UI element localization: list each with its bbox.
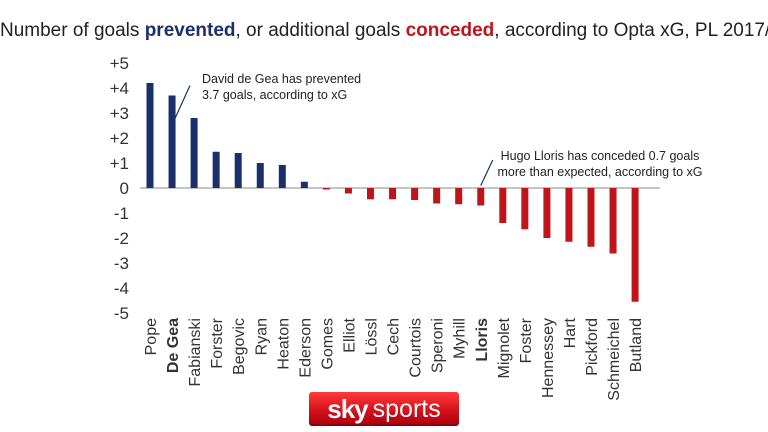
x-tick-label: Ryan bbox=[253, 318, 270, 355]
annotation-de-gea-text: David de Gea has prevented bbox=[202, 72, 361, 86]
annotation-lloris-text: more than expected, according to xG bbox=[498, 165, 703, 179]
x-tick-label: Mignolet bbox=[496, 317, 513, 378]
title-prevented: prevented bbox=[144, 20, 236, 41]
x-tick-label: Hennessey bbox=[540, 318, 557, 398]
y-tick-label: -3 bbox=[114, 254, 129, 273]
x-tick-label: Forster bbox=[209, 317, 226, 368]
bar-pickford bbox=[587, 188, 595, 247]
x-tick-label: Elliot bbox=[341, 317, 358, 352]
bar-fabianski bbox=[190, 118, 198, 188]
bar-butland bbox=[631, 188, 639, 302]
bar-cech bbox=[389, 188, 397, 200]
y-tick-label: 0 bbox=[120, 179, 129, 198]
annotation-de-gea-text: 3.7 goals, according to xG bbox=[202, 88, 347, 102]
bar-gomes bbox=[322, 188, 330, 190]
x-tick-label: Pope bbox=[143, 318, 160, 355]
annotation-lloris-text: Hugo Lloris has conceded 0.7 goals bbox=[501, 149, 700, 163]
bar-ederson bbox=[300, 181, 308, 188]
x-tick-label: Gomes bbox=[319, 318, 336, 370]
bar-hennessey bbox=[543, 188, 551, 238]
x-tick-label: Myhill bbox=[452, 318, 469, 359]
y-tick-label: -5 bbox=[114, 304, 129, 323]
bar-schmeichel bbox=[609, 188, 617, 254]
y-tick-label: +4 bbox=[110, 79, 129, 98]
bar-heaton bbox=[278, 165, 286, 188]
x-tick-label: Lloris bbox=[474, 318, 491, 362]
x-tick-label: Speroni bbox=[430, 318, 447, 373]
y-tick-label: +3 bbox=[110, 104, 129, 123]
bar-myhill bbox=[455, 188, 463, 205]
bar-pope bbox=[146, 83, 154, 188]
x-tick-label: Heaton bbox=[275, 318, 292, 370]
annotation-leader-de-gea bbox=[173, 85, 191, 121]
x-tick-label: De Gea bbox=[165, 318, 182, 373]
title-middle: , or additional goals bbox=[235, 20, 406, 41]
annotation-leader-lloris bbox=[480, 159, 494, 186]
title-conceded: conceded bbox=[405, 20, 495, 41]
bar-elliot bbox=[344, 188, 352, 194]
bar-lloris bbox=[477, 188, 485, 206]
bar-foster bbox=[521, 188, 529, 230]
y-tick-label: -2 bbox=[114, 229, 129, 248]
bar-l-ssl bbox=[367, 188, 374, 200]
x-tick-label: Butland bbox=[628, 318, 645, 372]
x-tick-label: Ederson bbox=[297, 318, 314, 378]
x-tick-label: Cech bbox=[386, 318, 403, 355]
x-tick-label: Schmeichel bbox=[606, 318, 623, 401]
y-tick-label: -4 bbox=[114, 279, 129, 298]
x-tick-label: Hart bbox=[562, 317, 579, 348]
title-suffix: , according to Opta xG, PL 2017/18 bbox=[494, 20, 768, 41]
x-tick-label: Begovic bbox=[231, 318, 248, 375]
bar-de-gea bbox=[168, 95, 176, 188]
y-tick-label: -1 bbox=[114, 204, 129, 223]
chart-title: Number of goals prevented, or additional… bbox=[0, 20, 768, 42]
x-tick-label: Lössl bbox=[364, 318, 381, 355]
x-tick-label: Pickford bbox=[584, 318, 601, 376]
logo-sky: sky bbox=[327, 393, 368, 424]
y-tick-label: +5 bbox=[110, 54, 129, 73]
bar-courtois bbox=[411, 188, 419, 200]
x-tick-label: Foster bbox=[518, 317, 535, 363]
bar-hart bbox=[565, 188, 573, 242]
x-tick-label: Courtois bbox=[408, 318, 425, 378]
bar-begovic bbox=[234, 153, 242, 188]
bar-mignolet bbox=[499, 188, 507, 223]
x-tick-label: Fabianski bbox=[187, 318, 204, 386]
bar-speroni bbox=[433, 188, 441, 204]
title-prefix: Number of goals bbox=[0, 20, 145, 41]
sky-sports-logo: sky sports bbox=[309, 392, 459, 426]
logo-sports: sports bbox=[372, 394, 441, 423]
bar-ryan bbox=[256, 163, 264, 188]
y-tick-label: +2 bbox=[110, 129, 129, 148]
bar-forster bbox=[212, 151, 220, 188]
y-tick-label: +1 bbox=[110, 154, 129, 173]
